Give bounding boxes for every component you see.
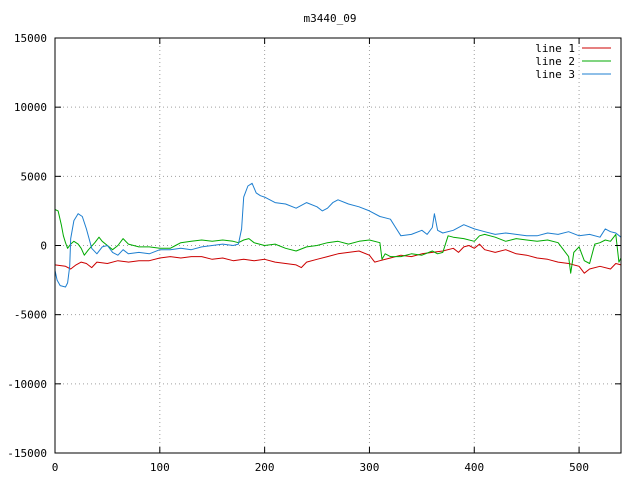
y-tick-label: 10000 bbox=[14, 101, 47, 114]
legend-label: line 3 bbox=[535, 68, 575, 81]
y-tick-label: -10000 bbox=[7, 378, 47, 391]
ticks: 0 100 200 300 400 500 -15000 -10000 -5000 0 5000 10… bbox=[7, 32, 621, 474]
x-tick-label: 200 bbox=[255, 461, 275, 474]
x-tick-label: 0 bbox=[52, 461, 59, 474]
series-line-line-2 bbox=[54, 209, 622, 274]
legend-label: line 1 bbox=[535, 42, 575, 55]
x-tick-label: 500 bbox=[569, 461, 589, 474]
y-tick-label: 5000 bbox=[21, 170, 48, 183]
series-line-line-1 bbox=[54, 243, 622, 274]
chart-title: m3440_09 bbox=[304, 12, 357, 25]
series-line-line-3 bbox=[54, 182, 622, 288]
x-tick-label: 300 bbox=[360, 461, 380, 474]
series-layer bbox=[54, 182, 622, 288]
y-tick-label: -5000 bbox=[14, 309, 47, 322]
y-tick-label: -15000 bbox=[7, 447, 47, 460]
x-tick-label: 400 bbox=[464, 461, 484, 474]
x-tick-label: 100 bbox=[150, 461, 170, 474]
y-tick-label: 0 bbox=[40, 240, 47, 253]
y-tick-label: 15000 bbox=[14, 32, 47, 45]
grid bbox=[55, 38, 621, 453]
legend-label: line 2 bbox=[535, 55, 575, 68]
